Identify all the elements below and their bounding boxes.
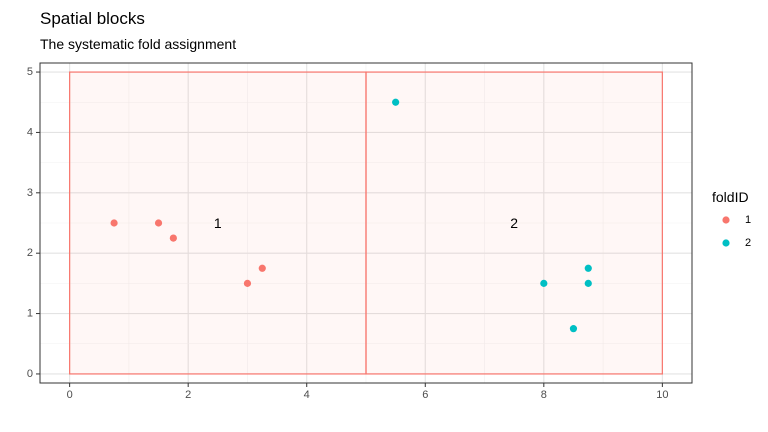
plot-border (39, 62, 693, 384)
y-tick-label: 0 (27, 368, 33, 380)
y-tick-label: 3 (27, 187, 33, 199)
legend-label-2: 2 (745, 237, 751, 249)
y-tick-label: 1 (27, 308, 33, 320)
data-point-fold-1 (243, 279, 252, 287)
data-points (110, 98, 592, 333)
legend-title: foldID (712, 189, 749, 205)
x-tick-label: 2 (185, 389, 191, 401)
spatial-block-1 (69, 71, 367, 375)
data-point-fold-2 (569, 325, 578, 333)
x-tick-label: 6 (422, 389, 428, 401)
x-tick-label: 0 (67, 389, 73, 401)
chart-title: Spatial blocks (40, 9, 145, 28)
x-tick-label: 8 (541, 389, 547, 401)
data-point-fold-2 (392, 98, 400, 106)
data-point-fold-1 (169, 234, 177, 242)
spatial-block-2 (365, 71, 663, 375)
legend-key-1 (722, 216, 730, 224)
chart-subtitle: The systematic fold assignment (40, 36, 237, 52)
x-tick-label: 10 (656, 389, 668, 401)
data-point-fold-1 (110, 219, 118, 227)
y-tick-label: 2 (27, 247, 33, 259)
data-point-fold-2 (584, 264, 592, 272)
y-tick-label: 4 (27, 126, 33, 138)
legend-label-1: 1 (745, 214, 751, 226)
block-label-1: 1 (214, 215, 222, 231)
data-point-fold-1 (154, 219, 163, 227)
data-point-fold-1 (258, 264, 266, 272)
x-tick-label: 4 (304, 389, 310, 401)
data-point-fold-2 (540, 279, 548, 287)
y-tick-label: 5 (27, 66, 33, 78)
legend-key-2 (722, 239, 730, 247)
data-point-fold-2 (584, 279, 592, 287)
legend: foldID 1 2 (712, 189, 751, 249)
block-label-2: 2 (510, 215, 518, 231)
